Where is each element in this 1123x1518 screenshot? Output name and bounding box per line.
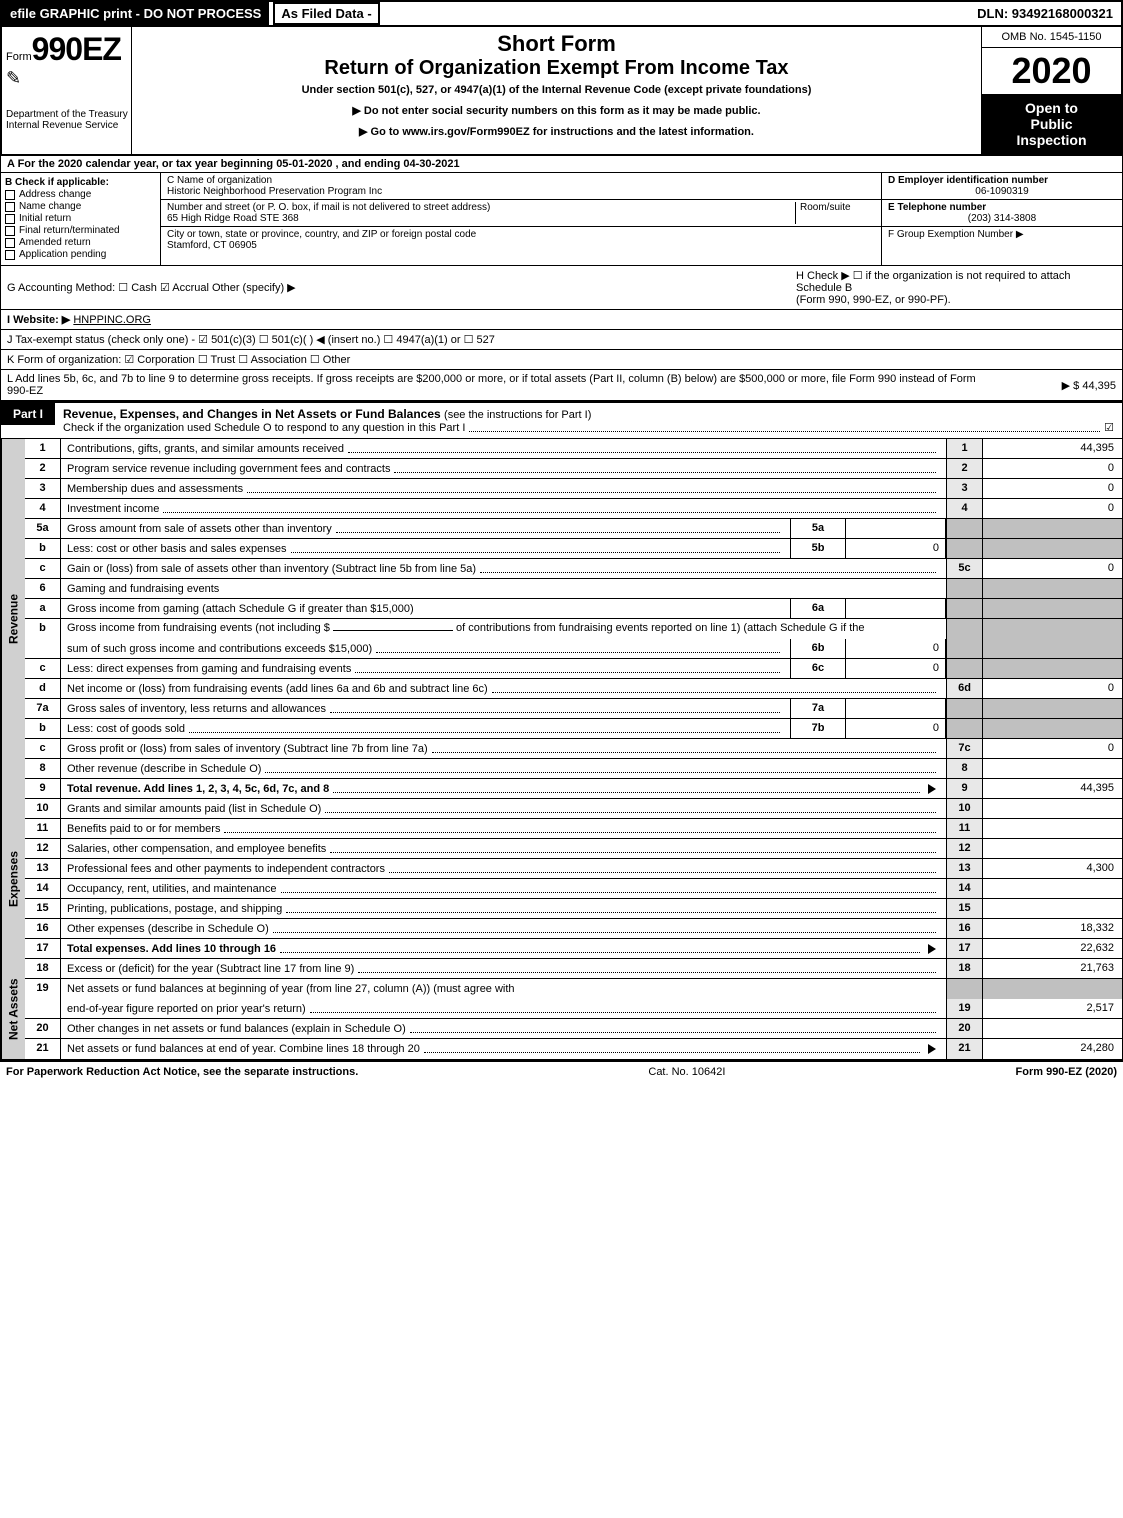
ein-label: D Employer identification number xyxy=(888,175,1116,186)
line-k: K Form of organization: ☑ Corporation ☐ … xyxy=(0,350,1123,370)
ein-value: 06-1090319 xyxy=(888,186,1116,197)
goto-note: ▶ Go to www.irs.gov/Form990EZ for instru… xyxy=(136,125,977,138)
net-assets-section: Net Assets 18Excess or (deficit) for the… xyxy=(0,959,1123,1061)
arrow-icon xyxy=(928,944,936,954)
val-7c: 0 xyxy=(982,739,1122,758)
form-word: Form xyxy=(6,51,32,63)
main-title: Return of Organization Exempt From Incom… xyxy=(136,57,977,80)
line-l: L Add lines 5b, 6c, and 7b to line 9 to … xyxy=(0,370,1123,401)
line-g-h: G Accounting Method: ☐ Cash ☑ Accrual Ot… xyxy=(0,266,1123,310)
year-column: OMB No. 1545-1150 2020 Open to Public In… xyxy=(981,27,1121,154)
title-column: Short Form Return of Organization Exempt… xyxy=(132,27,981,154)
cb-app-pending[interactable] xyxy=(5,250,15,260)
val-4: 0 xyxy=(982,499,1122,518)
no-ssn-note: ▶ Do not enter social security numbers o… xyxy=(136,104,977,117)
short-form-title: Short Form xyxy=(136,31,977,57)
box-d: D Employer identification number 06-1090… xyxy=(882,173,1122,265)
val-19: 2,517 xyxy=(982,999,1122,1018)
group-label: F Group Exemption Number ▶ xyxy=(888,229,1116,240)
val-17: 22,632 xyxy=(982,939,1122,958)
val-3: 0 xyxy=(982,479,1122,498)
part1-header: Part I Revenue, Expenses, and Changes in… xyxy=(0,401,1123,439)
form-column: Form 990EZ ✎ Department of the Treasury … xyxy=(2,27,132,154)
val-2: 0 xyxy=(982,459,1122,478)
open-to-public: Open to Public Inspection xyxy=(982,94,1121,154)
line-l-text: L Add lines 5b, 6c, and 7b to line 9 to … xyxy=(7,373,996,397)
val-6d: 0 xyxy=(982,679,1122,698)
arrow-icon xyxy=(928,1044,936,1054)
cb-initial-return[interactable] xyxy=(5,214,15,224)
line-h-sub: (Form 990, 990-EZ, or 990-PF). xyxy=(796,294,1116,306)
box-b: B Check if applicable: Address change Na… xyxy=(1,173,161,265)
city-value: Stamford, CT 06905 xyxy=(167,240,875,251)
room-label: Room/suite xyxy=(800,202,875,213)
line-j: J Tax-exempt status (check only one) - ☑… xyxy=(0,330,1123,350)
line-h: H Check ▶ ☐ if the organization is not r… xyxy=(796,269,1116,294)
dln-label: DLN: 93492168000321 xyxy=(969,2,1121,25)
val-18: 21,763 xyxy=(982,959,1122,978)
line-i: I Website: ▶ HNPPINC.ORG xyxy=(0,310,1123,330)
meta-row: B Check if applicable: Address change Na… xyxy=(0,173,1123,266)
line-l-val: ▶ $ 44,395 xyxy=(996,379,1116,392)
expenses-side-label: Expenses xyxy=(1,799,25,959)
part1-title: Revenue, Expenses, and Changes in Net As… xyxy=(55,403,1122,438)
tel-value: (203) 314-3808 xyxy=(888,213,1116,224)
cb-amended-return[interactable] xyxy=(5,238,15,248)
omb-label: OMB No. 1545-1150 xyxy=(982,27,1121,48)
cb-address-change[interactable] xyxy=(5,190,15,200)
efile-label: efile GRAPHIC print - DO NOT PROCESS xyxy=(2,2,269,25)
efile-header: efile GRAPHIC print - DO NOT PROCESS As … xyxy=(0,0,1123,27)
org-name: Historic Neighborhood Preservation Progr… xyxy=(167,186,875,197)
dept-label: Department of the Treasury xyxy=(6,109,136,120)
part1-tab: Part I xyxy=(1,403,55,425)
part1-check-icon: ☑ xyxy=(1104,421,1114,434)
tax-year: 2020 xyxy=(982,48,1121,94)
tel-label: E Telephone number xyxy=(888,202,1116,213)
form-number: 990EZ xyxy=(32,31,121,68)
line-a: A For the 2020 calendar year, or tax yea… xyxy=(0,156,1123,173)
cb-name-change[interactable] xyxy=(5,202,15,212)
as-filed-label: As Filed Data - xyxy=(273,2,379,25)
arrow-icon xyxy=(928,784,936,794)
revenue-side-label: Revenue xyxy=(1,439,25,799)
subtitle: Under section 501(c), 527, or 4947(a)(1)… xyxy=(136,84,977,96)
line-g: G Accounting Method: ☐ Cash ☑ Accrual Ot… xyxy=(7,281,796,294)
val-16: 18,332 xyxy=(982,919,1122,938)
val-21: 24,280 xyxy=(982,1039,1122,1059)
city-label: City or town, state or province, country… xyxy=(167,229,875,240)
val-9: 44,395 xyxy=(982,779,1122,798)
footer-cat: Cat. No. 10642I xyxy=(358,1066,1015,1078)
website-link[interactable]: HNPPINC.ORG xyxy=(73,314,151,326)
addr-value: 65 High Ridge Road STE 368 xyxy=(167,213,795,224)
val-1: 44,395 xyxy=(982,439,1122,458)
revenue-section: Revenue 1Contributions, gifts, grants, a… xyxy=(0,439,1123,799)
org-name-label: C Name of organization xyxy=(167,175,875,186)
irs-label: Internal Revenue Service xyxy=(6,120,136,131)
val-8 xyxy=(982,759,1122,778)
net-assets-side-label: Net Assets xyxy=(1,959,25,1059)
page-footer: For Paperwork Reduction Act Notice, see … xyxy=(0,1061,1123,1082)
expenses-section: Expenses 10Grants and similar amounts pa… xyxy=(0,799,1123,959)
title-block: Form 990EZ ✎ Department of the Treasury … xyxy=(0,27,1123,156)
box-b-header: B Check if applicable: xyxy=(5,177,156,188)
footer-right: Form 990-EZ (2020) xyxy=(1016,1066,1117,1078)
val-13: 4,300 xyxy=(982,859,1122,878)
footer-left: For Paperwork Reduction Act Notice, see … xyxy=(6,1066,358,1078)
val-5c: 0 xyxy=(982,559,1122,578)
addr-label: Number and street (or P. O. box, if mail… xyxy=(167,202,795,213)
cb-final-return[interactable] xyxy=(5,226,15,236)
box-c: C Name of organization Historic Neighbor… xyxy=(161,173,882,265)
